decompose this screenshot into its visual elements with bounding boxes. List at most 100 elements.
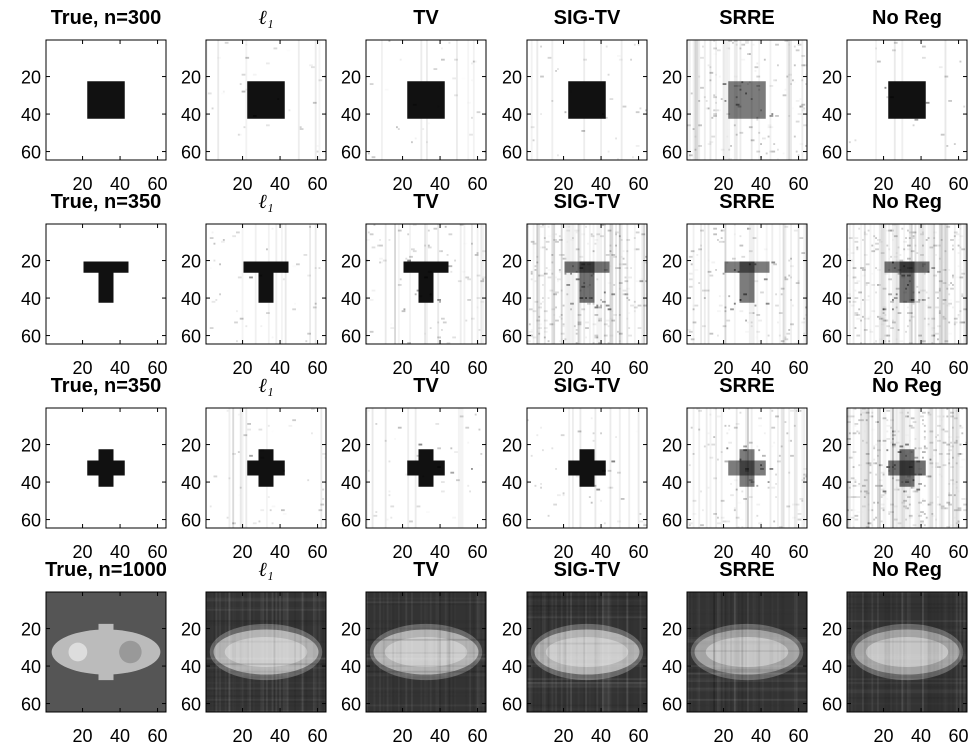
pixel-block: [390, 516, 393, 519]
pixel-block: [938, 453, 943, 455]
pixel-block: [847, 706, 967, 708]
pixel-block: [922, 499, 926, 502]
pixel-block: [954, 517, 956, 519]
pixel-block: [527, 657, 647, 660]
pixel-block: [957, 507, 962, 510]
pixel-block: [628, 327, 631, 329]
pixel-block: [935, 462, 939, 465]
axes-box: [526, 39, 648, 161]
pixel-block: [603, 269, 608, 271]
pixel-block: [543, 327, 548, 329]
pixel-block: [441, 250, 443, 253]
pixel-block: [938, 280, 943, 283]
pixel-block: [618, 332, 623, 335]
pixel-block: [542, 297, 544, 299]
pixel-block: [908, 267, 913, 269]
pixel-block: [875, 267, 877, 269]
pixel-block: [626, 288, 630, 290]
pixel-block: [782, 94, 787, 97]
pixel-block: [797, 43, 802, 46]
pixel-block: [914, 224, 917, 344]
pixel-block: [862, 408, 866, 410]
pixel-block: [743, 449, 747, 452]
pixel-block: [890, 327, 894, 329]
pixel-block: [875, 473, 877, 476]
pixel-block: [920, 511, 924, 513]
pixel-block: [226, 409, 229, 412]
pixel-block: [232, 522, 236, 525]
pixel-block: [366, 598, 486, 600]
x-tick-label: 20: [73, 174, 93, 194]
pixel-block: [543, 592, 546, 712]
pixel-block: [245, 408, 248, 528]
pixel-block: [555, 291, 559, 294]
pixel-block: [737, 85, 742, 87]
pixel-block: [863, 254, 868, 256]
pixel-block: [309, 225, 311, 228]
pixel-block: [758, 425, 762, 427]
pixel-block: [922, 498, 924, 500]
pixel-block: [645, 592, 647, 712]
pixel-block: [784, 225, 789, 228]
pixel-block: [914, 447, 917, 450]
pixel-block: [922, 45, 926, 48]
pixel-block: [587, 302, 591, 305]
pixel-block: [687, 637, 807, 639]
pixel-block: [271, 227, 274, 230]
pixel-block: [538, 274, 541, 277]
pixel-block: [462, 78, 466, 80]
pixel-block: [879, 513, 881, 515]
pixel-block: [388, 239, 391, 241]
pixel-block: [893, 468, 896, 470]
pixel-block: [901, 501, 906, 504]
pixel-block: [577, 430, 582, 433]
pixel-block: [696, 408, 699, 410]
pixel-block: [869, 464, 872, 467]
pixel-block: [920, 299, 924, 301]
axes-box: [686, 39, 808, 161]
pixel-block: [798, 509, 800, 511]
image: [687, 408, 807, 528]
pixel-block: [912, 124, 915, 127]
pixel-block: [863, 592, 866, 712]
pixel-block: [909, 440, 911, 442]
pixel-block: [952, 456, 954, 459]
pixel-block: [551, 224, 554, 344]
pixel-block: [882, 319, 887, 322]
pixel-block: [886, 430, 889, 433]
pixel-block: [206, 667, 326, 669]
pixel-block: [702, 45, 704, 48]
pixel-block: [590, 417, 593, 420]
pixel-block: [209, 505, 212, 508]
x-tick-label: 40: [911, 358, 931, 378]
pixel-block: [854, 423, 859, 425]
pixel-block: [213, 259, 216, 262]
pixel-block: [607, 73, 610, 76]
pixel-block: [292, 419, 296, 422]
pixel-block: [615, 267, 617, 269]
pixel-block: [882, 306, 887, 309]
pixel-block: [877, 439, 879, 442]
pixel-block: [527, 595, 647, 598]
x-tick-label: 20: [714, 542, 734, 562]
x-tick-label: 40: [430, 542, 450, 562]
pixel-block: [877, 421, 879, 423]
pixel-block: [379, 261, 381, 264]
pixel-block: [284, 224, 287, 344]
pixel-block: [620, 40, 623, 160]
pixel-block: [912, 235, 915, 238]
pixel-block: [745, 319, 747, 322]
pixel-block: [598, 513, 602, 515]
pixel-block: [888, 224, 891, 344]
pixel-block: [892, 445, 896, 448]
pixel-block: [847, 408, 849, 528]
pixel-block: [925, 101, 930, 104]
pixel-block: [784, 338, 789, 341]
pixel-block: [756, 484, 759, 487]
pixel-block: [735, 592, 738, 712]
pixel-block: [965, 441, 967, 444]
pixel-block: [863, 269, 866, 271]
pixel-block: [585, 592, 587, 712]
pixel-block: [314, 224, 317, 344]
